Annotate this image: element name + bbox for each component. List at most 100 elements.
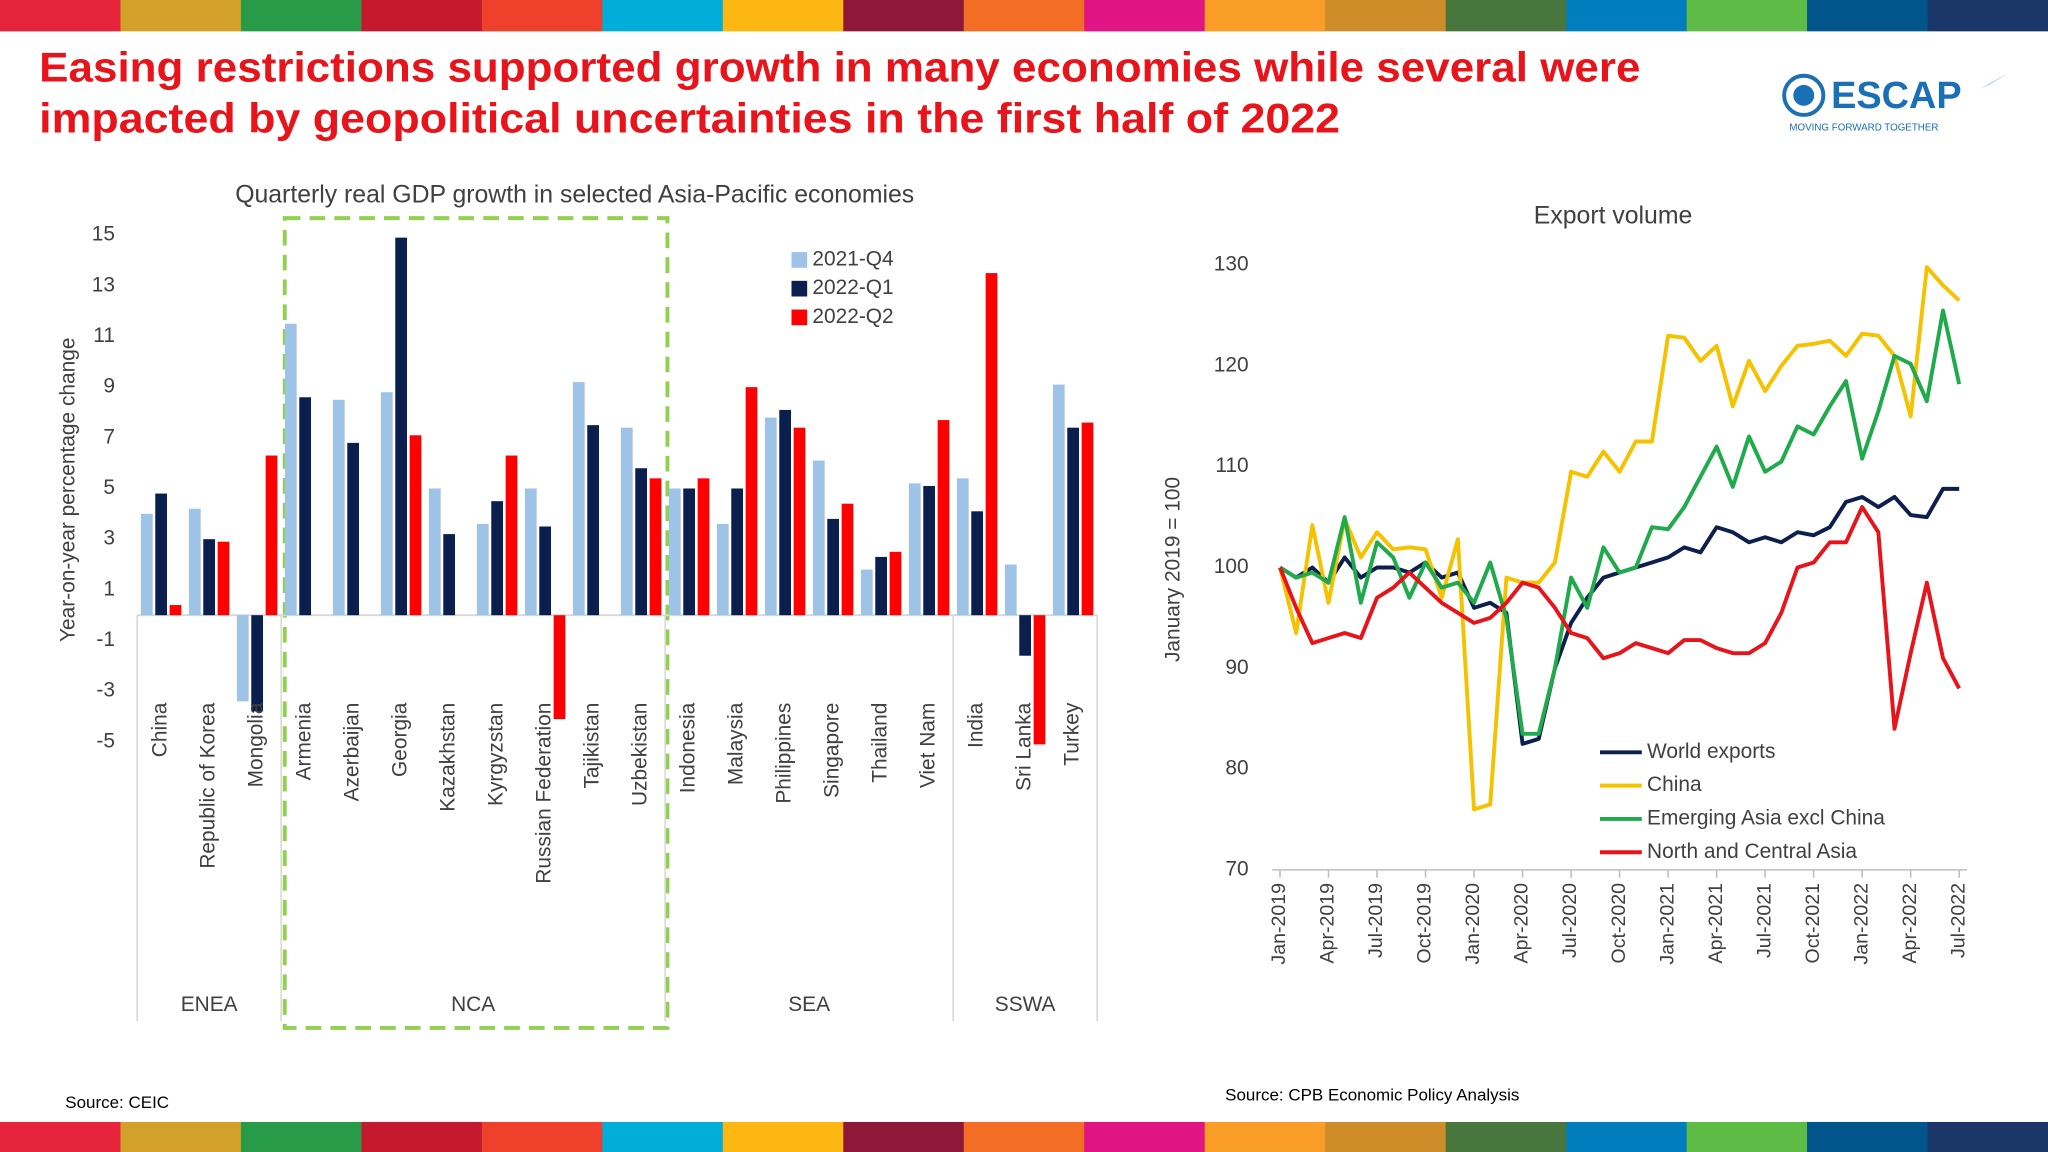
- stripe: [1445, 0, 1567, 32]
- source: Source: CEIC: [65, 1093, 169, 1112]
- bar: [971, 511, 984, 616]
- bar: [793, 427, 806, 616]
- legend-label: 2022-Q1: [812, 276, 893, 299]
- legend-label: World exports: [1647, 740, 1775, 763]
- stripe: [120, 0, 242, 32]
- stripe: [1566, 1121, 1688, 1152]
- bar: [140, 513, 153, 616]
- series-line: [1278, 505, 1961, 731]
- x-tick-label: Kyrgyzstan: [485, 703, 508, 806]
- legend-swatch: [791, 252, 808, 268]
- bar: [524, 488, 537, 616]
- stripe: [1807, 1121, 1929, 1152]
- bar: [812, 460, 825, 616]
- legend-label: 2022-Q2: [812, 305, 893, 328]
- bar: [1033, 615, 1046, 745]
- y-tick-label: 3: [103, 527, 115, 550]
- stripe: [120, 1121, 242, 1152]
- x-tick-label: Mongolia: [245, 702, 268, 787]
- bar: [553, 615, 566, 720]
- x-tick-label: Turkey: [1061, 702, 1084, 766]
- bar: [284, 323, 297, 616]
- chart-title: Quarterly real GDP growth in selected As…: [235, 181, 914, 208]
- x-tick-label: Thailand: [869, 703, 892, 783]
- bar: [937, 420, 950, 616]
- stripe: [722, 0, 844, 32]
- source: Source: CPB Economic Policy Analysis: [1225, 1085, 1519, 1104]
- x-tick-label: Kazakhstan: [437, 703, 460, 812]
- x-tick-label: Jan-2020: [1462, 883, 1484, 965]
- un-emblem: [1782, 73, 1826, 117]
- bar: [620, 427, 633, 616]
- stripe: [602, 1121, 724, 1152]
- x-tick-label: Russian Federation: [533, 703, 556, 884]
- bar: [889, 551, 902, 616]
- group-label: ENEA: [181, 993, 238, 1016]
- bar: [169, 605, 182, 616]
- stripe: [963, 1121, 1085, 1152]
- bar: [1019, 615, 1032, 656]
- y-tick-label: 120: [1214, 353, 1249, 376]
- bar: [409, 435, 422, 616]
- y-tick-label: 100: [1214, 555, 1249, 578]
- y-tick-label: -1: [96, 628, 115, 651]
- x-tick-label: Jul-2019: [1365, 883, 1387, 958]
- bar: [731, 488, 744, 616]
- legend-label: North and Central Asia: [1647, 840, 1857, 863]
- bar: [1052, 384, 1065, 616]
- slide-title-line: impacted by geopolitical uncertainties i…: [39, 95, 1340, 142]
- bar: [188, 508, 201, 616]
- y-axis-title: January 2019 = 100: [1162, 477, 1185, 662]
- bar: [332, 399, 345, 616]
- bar: [155, 493, 168, 616]
- bar: [841, 503, 854, 616]
- stripe: [1927, 0, 2048, 32]
- stripe: [843, 1121, 965, 1152]
- stripe: [481, 0, 604, 32]
- stripe: [361, 0, 483, 32]
- stripe: [963, 0, 1085, 32]
- x-tick-label: Singapore: [821, 703, 844, 798]
- x-tick-label: Armenia: [293, 702, 316, 780]
- stripe: [1566, 0, 1688, 32]
- bar: [505, 455, 518, 616]
- group-label: NCA: [451, 993, 495, 1016]
- x-tick-label: Tajikistan: [581, 703, 604, 789]
- bar: [779, 409, 792, 616]
- series-line: [1278, 308, 1962, 736]
- y-tick-label: -3: [96, 679, 115, 702]
- bar: [745, 387, 758, 616]
- stripe: [1204, 1121, 1326, 1152]
- x-tick-label: Georgia: [389, 702, 412, 777]
- x-tick-label: Philippines: [773, 703, 796, 804]
- stripe: [1686, 0, 1808, 32]
- bar: [697, 478, 710, 616]
- bar: [956, 478, 969, 616]
- bar: [265, 455, 278, 616]
- x-tick-label: Jul-2022: [1947, 883, 1969, 958]
- y-tick-label: 80: [1225, 757, 1248, 780]
- chart-title: Export volume: [1534, 202, 1693, 229]
- bar: [683, 488, 696, 616]
- y-tick-label: 90: [1225, 656, 1248, 679]
- x-tick-label: India: [965, 702, 988, 748]
- bar: [476, 523, 489, 616]
- group-label: SEA: [788, 993, 830, 1016]
- bar: [716, 523, 729, 616]
- x-tick-label: Sri Lanka: [1013, 702, 1036, 791]
- series-line: [1278, 265, 1961, 812]
- bar: [251, 615, 264, 712]
- bar: [860, 569, 873, 616]
- y-tick-label: 9: [103, 375, 115, 398]
- bar: [908, 483, 921, 616]
- y-tick-label: 15: [92, 223, 115, 246]
- x-tick-label: Indonesia: [677, 702, 700, 793]
- stripe: [843, 0, 965, 32]
- series-line: [1278, 486, 1960, 746]
- bar: [827, 518, 840, 616]
- group-label: SSWA: [995, 993, 1056, 1016]
- bar: [299, 397, 312, 616]
- stripe: [1084, 0, 1206, 32]
